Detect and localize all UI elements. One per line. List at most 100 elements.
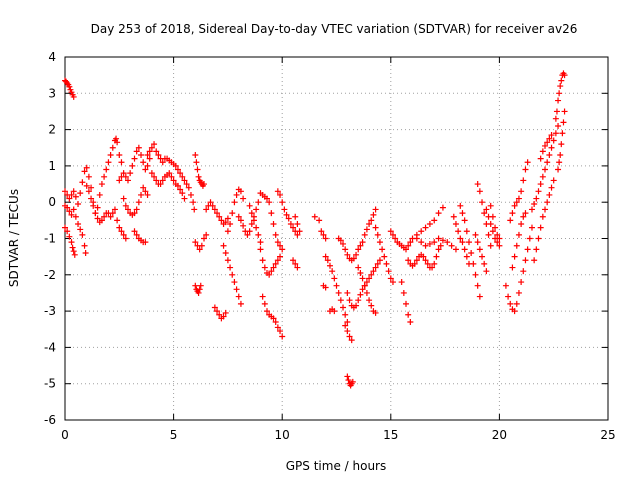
data-point-marker — [195, 289, 202, 296]
data-point-marker — [537, 224, 544, 231]
data-point-marker — [535, 235, 542, 242]
data-point-marker — [113, 135, 120, 142]
data-point-marker — [203, 206, 210, 213]
data-point-marker — [435, 246, 442, 253]
data-point-marker — [537, 155, 544, 162]
data-point-marker — [476, 246, 483, 253]
data-point-marker — [381, 253, 388, 260]
data-point-marker — [370, 268, 377, 275]
data-point-marker — [294, 264, 301, 271]
data-point-marker — [520, 268, 527, 275]
series-seg-t — [246, 202, 264, 246]
data-point-marker — [155, 152, 162, 159]
data-point-marker — [481, 210, 488, 217]
data-point-marker — [183, 181, 190, 188]
data-point-marker — [422, 257, 429, 264]
data-point-marker — [329, 268, 336, 275]
series-seg-af — [335, 206, 379, 264]
data-point-marker — [237, 217, 244, 224]
y-tick-label: -3 — [44, 304, 56, 318]
data-point-marker — [524, 246, 531, 253]
data-point-marker — [103, 166, 110, 173]
data-point-marker — [357, 269, 364, 276]
data-point-marker — [413, 235, 420, 242]
data-point-marker — [274, 324, 281, 331]
data-point-marker — [231, 199, 238, 206]
data-point-marker — [194, 166, 201, 173]
data-point-marker — [224, 228, 231, 235]
data-point-marker — [349, 378, 356, 385]
data-point-marker — [263, 308, 270, 315]
data-point-marker — [253, 224, 260, 231]
data-point-marker — [522, 257, 529, 264]
data-point-marker — [344, 373, 351, 380]
data-point-marker — [348, 337, 355, 344]
series-seg-aq — [457, 202, 483, 300]
data-point-marker — [435, 210, 442, 217]
series-seg-c — [62, 202, 89, 257]
data-point-marker — [116, 152, 123, 159]
data-point-marker — [359, 286, 366, 293]
data-point-marker — [261, 264, 268, 271]
data-point-marker — [142, 188, 149, 195]
data-point-marker — [116, 224, 123, 231]
data-point-marker — [192, 282, 199, 289]
data-point-marker — [546, 135, 553, 142]
data-point-marker — [539, 213, 546, 220]
data-point-marker — [422, 224, 429, 231]
data-point-marker — [181, 177, 188, 184]
data-point-marker — [518, 279, 525, 286]
data-point-marker — [255, 199, 262, 206]
data-point-marker — [224, 257, 231, 264]
data-point-marker — [70, 188, 77, 195]
data-point-marker — [135, 199, 142, 206]
series-seg-y — [290, 257, 301, 271]
data-point-marker — [81, 242, 88, 249]
data-point-marker — [120, 195, 127, 202]
data-point-marker — [281, 206, 288, 213]
data-point-marker — [344, 328, 351, 335]
data-point-marker — [344, 318, 351, 325]
data-point-marker — [79, 231, 86, 238]
data-point-marker — [439, 237, 446, 244]
data-point-marker — [468, 250, 475, 257]
data-point-marker — [94, 215, 101, 222]
data-point-marker — [459, 239, 466, 246]
data-point-marker — [153, 148, 160, 155]
data-point-marker — [320, 231, 327, 238]
data-point-marker — [355, 297, 362, 304]
data-point-marker — [114, 217, 121, 224]
data-point-marker — [355, 246, 362, 253]
data-point-marker — [94, 204, 101, 211]
series-seg-ag — [342, 322, 355, 344]
data-point-marker — [290, 257, 297, 264]
data-point-marker — [361, 231, 368, 238]
data-point-marker — [62, 188, 68, 195]
data-point-marker — [405, 311, 412, 318]
data-point-marker — [211, 206, 218, 213]
data-point-marker — [457, 202, 464, 209]
data-point-marker — [124, 206, 131, 213]
series-seg-a — [62, 164, 101, 217]
data-point-marker — [71, 251, 78, 258]
data-point-marker — [129, 162, 136, 169]
data-point-marker — [481, 260, 488, 267]
data-point-marker — [279, 333, 286, 340]
data-point-marker — [513, 199, 520, 206]
data-point-marker — [70, 206, 77, 213]
series-seg-v — [257, 246, 286, 278]
data-point-marker — [81, 168, 88, 175]
data-point-marker — [457, 235, 464, 242]
data-point-marker — [518, 188, 525, 195]
series-seg-al — [387, 204, 446, 253]
x-tick-label: 5 — [170, 428, 178, 442]
data-point-marker — [246, 228, 253, 235]
data-point-marker — [424, 260, 431, 267]
y-tick-label: 0 — [48, 195, 56, 209]
series-seg-s — [235, 199, 262, 238]
data-point-marker — [496, 242, 503, 249]
series-seg-ao — [413, 235, 459, 253]
y-tick-label: -2 — [44, 268, 56, 282]
data-point-marker — [207, 199, 214, 206]
data-point-marker — [474, 239, 481, 246]
